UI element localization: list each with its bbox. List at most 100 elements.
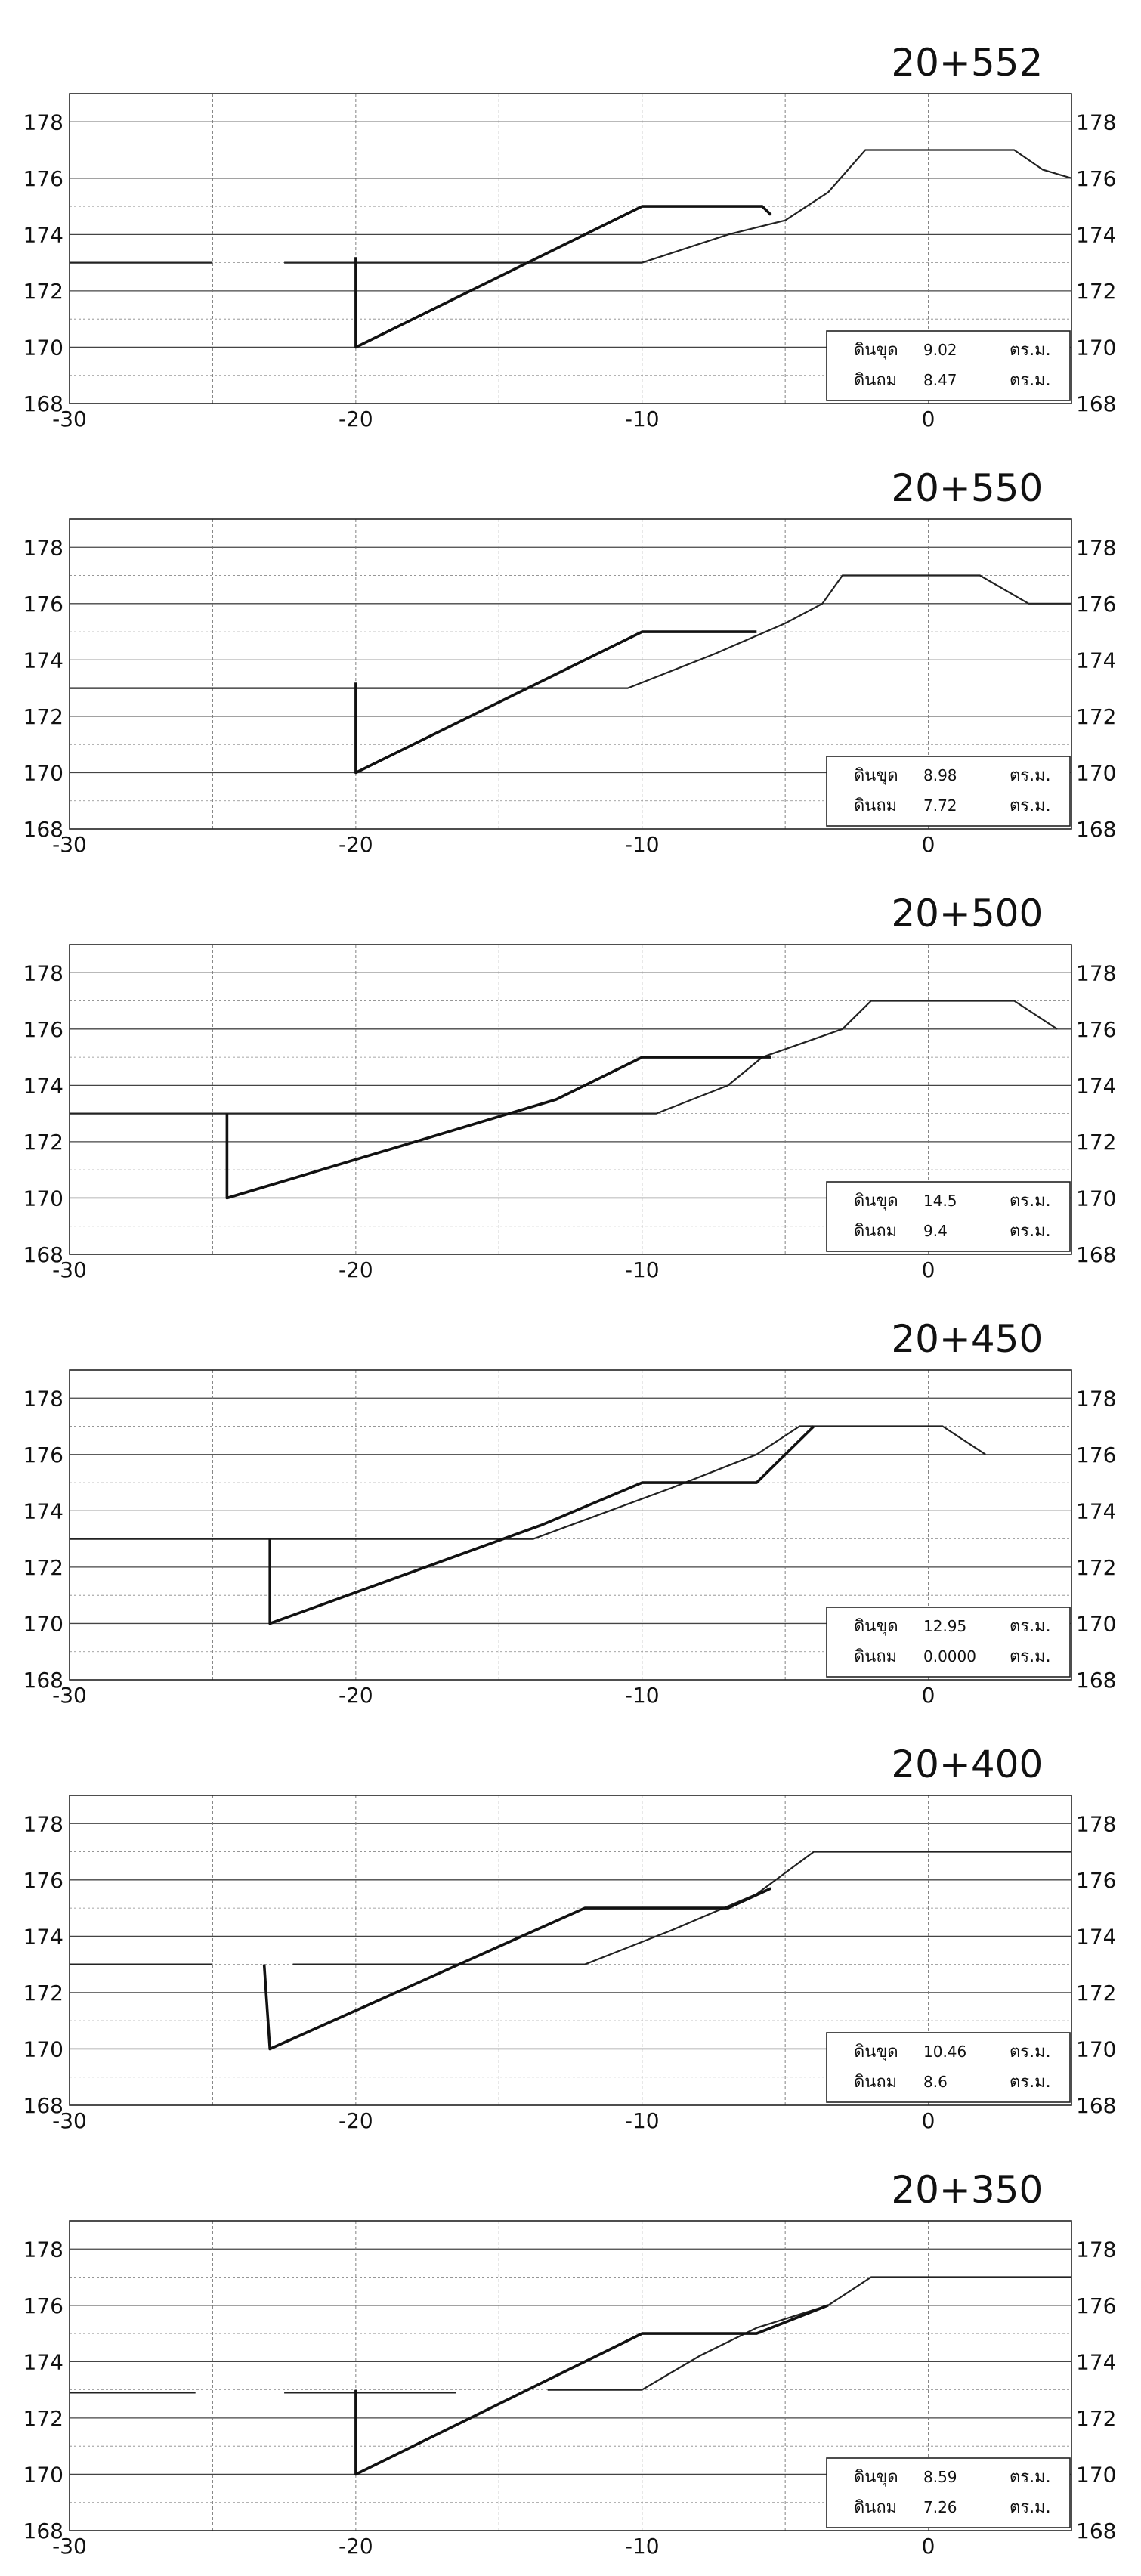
x-tick-label: -10: [625, 1683, 660, 1708]
x-tick-label: -20: [339, 407, 373, 431]
y-tick-label-right: 168: [1076, 2093, 1116, 2118]
design-profile-line: [268, 1425, 815, 1625]
station-title: 20+500: [891, 892, 1043, 935]
cross-section-panel: 20+350 168 168 170 170 172 172 174 174 176 176 178 1…: [23, 2168, 1117, 2559]
legend-value: 7.26: [923, 2498, 957, 2516]
volume-legend: ดินขุด 8.59 ตร.ม. ดินถม 7.26 ตร.ม.: [826, 2457, 1071, 2528]
y-tick-label-right: 174: [1076, 222, 1116, 247]
y-tick-label-right: 170: [1076, 2036, 1116, 2061]
legend-label: ดินถม: [854, 1647, 897, 1666]
y-tick-label-right: 176: [1076, 1868, 1116, 1893]
legend-unit: ตร.ม.: [1010, 2073, 1051, 2092]
y-tick-label-left: 176: [23, 1017, 63, 1042]
y-tick-label-left: 168: [23, 2093, 63, 2118]
design-profile-line: [262, 1887, 771, 2051]
y-tick-label-left: 170: [23, 1611, 63, 1636]
y-tick-label-right: 170: [1076, 760, 1116, 785]
y-tick-label-right: 176: [1076, 166, 1116, 191]
y-tick-label-left: 174: [23, 1924, 63, 1949]
y-tick-label-right: 174: [1076, 2349, 1116, 2374]
legend-value: 8.6: [923, 2073, 948, 2091]
y-tick-label-right: 174: [1076, 1498, 1116, 1523]
y-tick-label-right: 172: [1076, 1130, 1116, 1155]
y-tick-label-left: 170: [23, 2462, 63, 2487]
x-tick-label: -10: [625, 832, 660, 857]
y-tick-label-right: 174: [1076, 1073, 1116, 1098]
y-tick-label-left: 172: [23, 1130, 63, 1155]
y-tick-label-left: 176: [23, 2293, 63, 2318]
y-tick-label-right: 172: [1076, 2406, 1116, 2431]
x-tick-label: -20: [339, 832, 373, 857]
ground-profile-line: [70, 574, 1071, 689]
y-tick-label-left: 178: [23, 535, 63, 560]
y-tick-label-left: 178: [23, 1811, 63, 1836]
y-tick-label-left: 168: [23, 391, 63, 416]
y-tick-label-right: 170: [1076, 2462, 1116, 2487]
legend-unit: ตร.ม.: [1010, 2043, 1051, 2061]
y-tick-label-left: 172: [23, 704, 63, 729]
station-title: 20+450: [891, 1317, 1043, 1361]
legend-unit: ตร.ม.: [1010, 341, 1051, 360]
y-tick-label-left: 174: [23, 222, 63, 247]
legend-value: 12.95: [923, 1617, 966, 1635]
x-tick-label: -20: [339, 1683, 373, 1708]
design-profile-line: [354, 630, 757, 775]
legend-box: [826, 2032, 1071, 2103]
design-profile-line: [354, 205, 772, 349]
y-tick-label-left: 168: [23, 1668, 63, 1693]
y-tick-label-left: 174: [23, 2349, 63, 2374]
y-tick-label-left: 174: [23, 1073, 63, 1098]
ground-profile-line: [284, 149, 1072, 264]
y-tick-label-left: 170: [23, 1186, 63, 1211]
y-tick-label-left: 172: [23, 1555, 63, 1580]
y-tick-label-right: 178: [1076, 110, 1116, 135]
volume-legend: ดินขุด 8.98 ตร.ม. ดินถม 7.72 ตร.ม.: [826, 756, 1071, 827]
y-tick-label-right: 172: [1076, 1555, 1116, 1580]
legend-label: ดินขุด: [854, 1192, 898, 1211]
y-tick-label-left: 178: [23, 960, 63, 985]
plot-frame: [69, 944, 1072, 1255]
legend-box: [826, 1607, 1071, 1678]
design-profile-line: [354, 2304, 829, 2476]
y-tick-label-right: 174: [1076, 1924, 1116, 1949]
y-tick-label-right: 172: [1076, 1981, 1116, 2005]
x-tick-label: -20: [339, 2108, 373, 2133]
y-tick-label-right: 178: [1076, 1386, 1116, 1411]
plot-frame: [69, 518, 1072, 830]
legend-value: 8.98: [923, 766, 957, 784]
y-tick-label-left: 176: [23, 166, 63, 191]
y-tick-label-right: 178: [1076, 535, 1116, 560]
legend-unit: ตร.ม.: [1010, 1647, 1051, 1666]
volume-legend: ดินขุด 14.5 ตร.ม. ดินถม 9.4 ตร.ม.: [826, 1181, 1071, 1252]
y-tick-label-right: 178: [1076, 960, 1116, 985]
legend-value: 7.72: [923, 796, 957, 815]
x-tick-label: -20: [339, 1257, 373, 1282]
y-tick-label-left: 170: [23, 335, 63, 360]
x-tick-label: -10: [625, 2108, 660, 2133]
y-tick-label-left: 168: [23, 1242, 63, 1267]
legend-unit: ตร.ม.: [1010, 2468, 1051, 2487]
x-tick-label: -30: [52, 2108, 87, 2133]
legend-unit: ตร.ม.: [1010, 796, 1051, 815]
x-tick-label: -30: [52, 1683, 87, 1708]
y-tick-label-right: 178: [1076, 2237, 1116, 2262]
y-tick-label-right: 170: [1076, 335, 1116, 360]
legend-label: ดินถม: [854, 1222, 897, 1241]
y-tick-label-right: 168: [1076, 2519, 1116, 2544]
station-title: 20+350: [891, 2168, 1043, 2212]
y-tick-label-right: 174: [1076, 648, 1116, 673]
volume-legend: ดินขุด 9.02 ตร.ม. ดินถม 8.47 ตร.ม.: [826, 330, 1071, 401]
y-tick-label-left: 172: [23, 2406, 63, 2431]
legend-value: 10.46: [923, 2043, 966, 2061]
y-tick-label-left: 170: [23, 760, 63, 785]
legend-label: ดินถม: [854, 2073, 897, 2092]
x-tick-label: 0: [922, 407, 935, 431]
y-tick-label-right: 172: [1076, 279, 1116, 304]
y-tick-label-right: 176: [1076, 2293, 1116, 2318]
y-tick-label-right: 168: [1076, 1668, 1116, 1693]
cross-section-panel: 20+550 168 168 170 170 172 172 174 174 176 176 178 1…: [23, 466, 1117, 857]
y-tick-label-left: 176: [23, 592, 63, 617]
x-tick-label: 0: [922, 2108, 935, 2133]
y-tick-label-left: 168: [23, 817, 63, 842]
